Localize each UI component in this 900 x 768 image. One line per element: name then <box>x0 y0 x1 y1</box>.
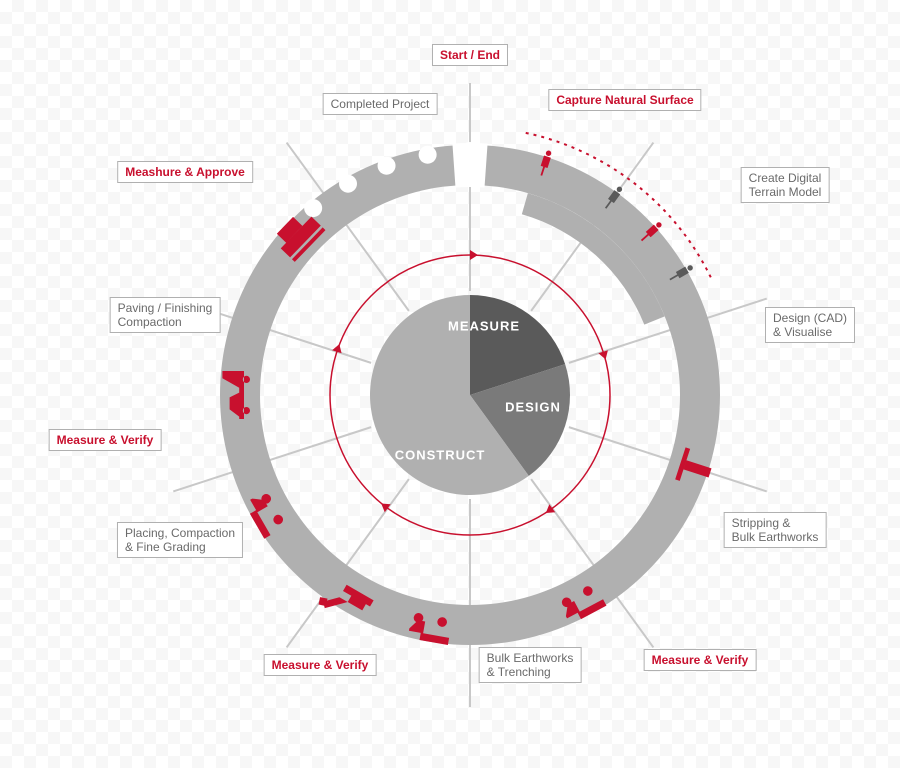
label-paving-finishing: Paving / Finishing Compaction <box>110 297 221 333</box>
flow-arrowhead <box>543 504 555 517</box>
ring-scallop <box>419 146 437 164</box>
core-label-construct: CONSTRUCT <box>395 448 486 463</box>
label-completed-project: Completed Project <box>323 93 438 115</box>
label-bulk-trenching: Bulk Earthworks & Trenching <box>479 647 582 683</box>
label-design-cad: Design (CAD) & Visualise <box>765 307 855 343</box>
label-capture-surface: Capture Natural Surface <box>548 89 701 111</box>
ring-scallop <box>339 175 357 193</box>
ring-scallop <box>304 199 322 217</box>
process-diagram: Start / End Capture Natural Surface Comple… <box>0 0 900 768</box>
ring-scallop <box>461 142 479 160</box>
ring-scallop <box>378 157 396 175</box>
label-measure-approve: Meashure & Approve <box>117 161 253 183</box>
core-label-design: DESIGN <box>505 400 561 415</box>
label-placing-compaction: Placing, Compaction & Fine Grading <box>117 522 243 558</box>
core-label-measure: MEASURE <box>448 319 520 334</box>
label-start-end: Start / End <box>432 44 508 66</box>
flow-arrowhead <box>470 250 478 260</box>
label-stripping-earthworks: Stripping & Bulk Earthworks <box>724 512 827 548</box>
label-measure-verify-br: Measure & Verify <box>644 649 757 671</box>
label-create-dtm: Create Digital Terrain Model <box>741 167 830 203</box>
label-measure-verify-bl: Measure & Verify <box>264 654 377 676</box>
label-measure-verify-left: Measure & Verify <box>49 429 162 451</box>
diagram-svg <box>0 0 900 768</box>
